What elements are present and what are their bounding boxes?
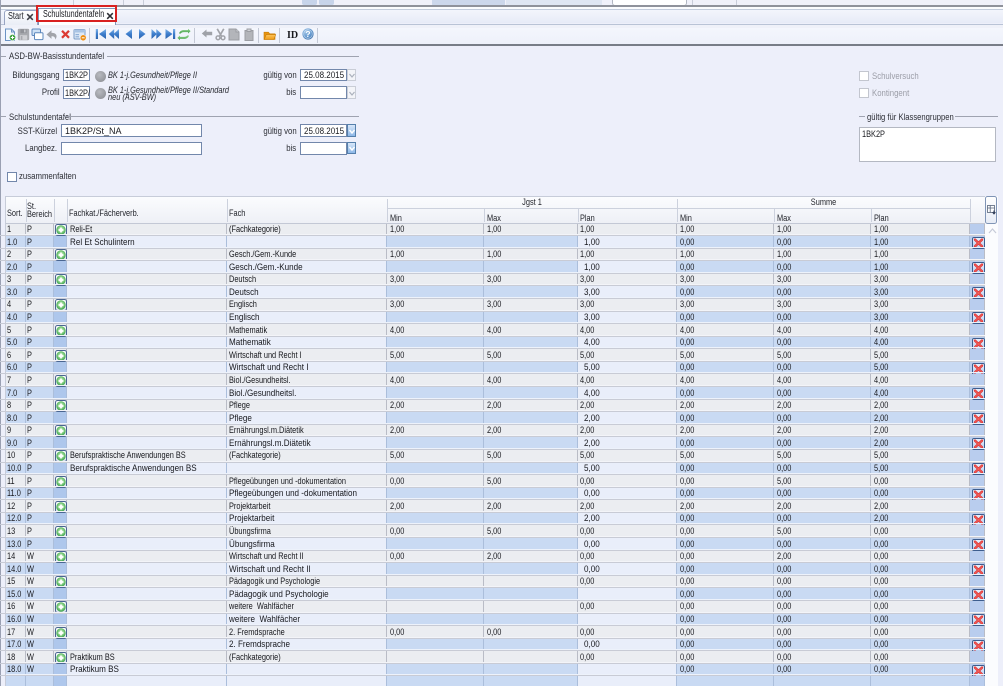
svg-text:?: ? (305, 29, 310, 39)
